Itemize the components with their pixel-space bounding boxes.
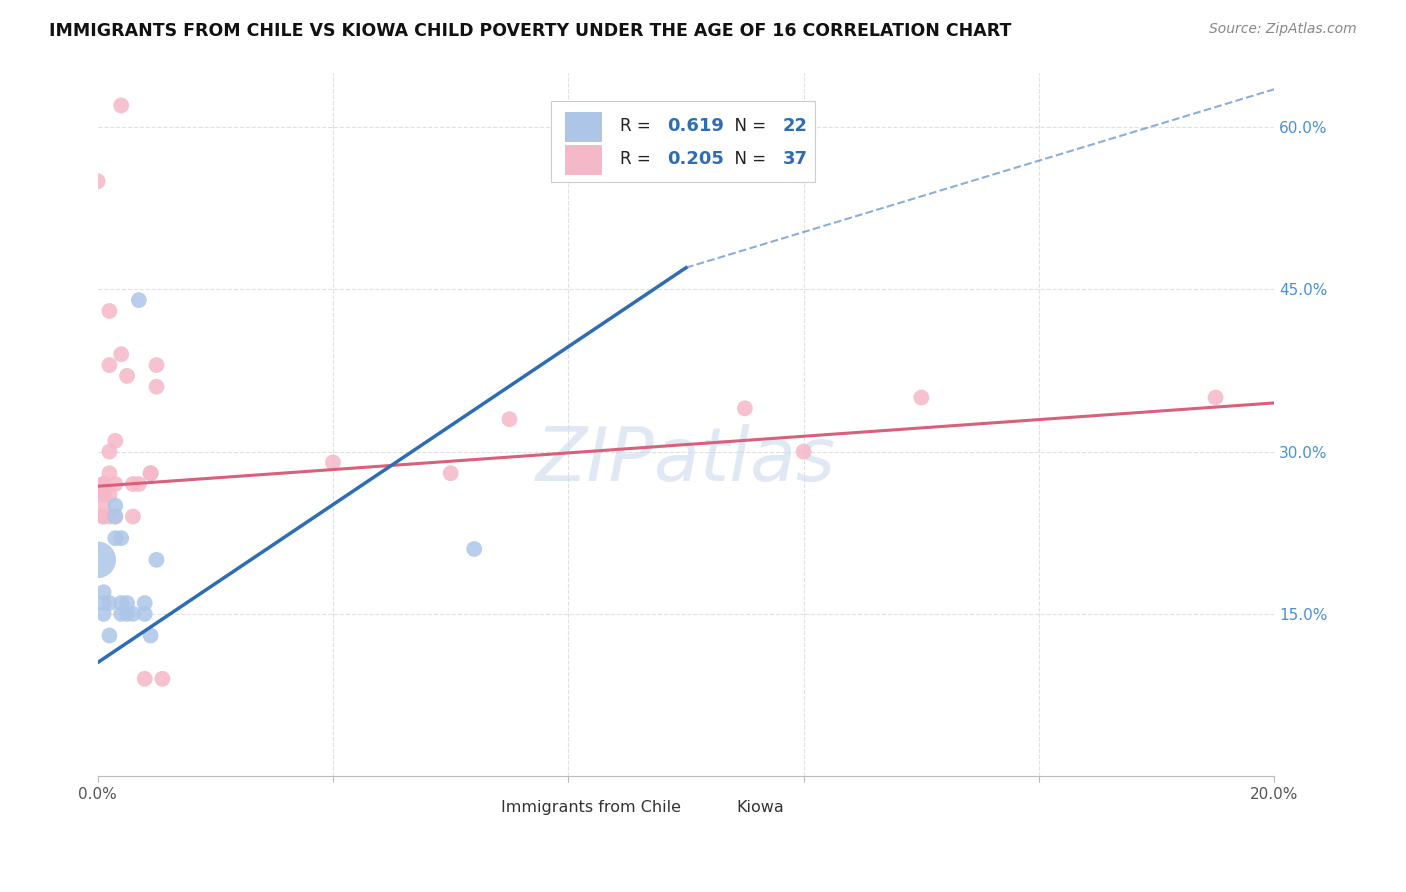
- Point: [115, 368, 138, 383]
- Point: [115, 607, 138, 621]
- FancyBboxPatch shape: [551, 101, 815, 182]
- Point: [93, 509, 115, 524]
- Point: [98, 358, 121, 372]
- Text: N =: N =: [724, 117, 770, 135]
- Text: R =: R =: [620, 150, 657, 168]
- Point: [128, 477, 150, 491]
- FancyBboxPatch shape: [692, 795, 725, 822]
- Text: N =: N =: [724, 150, 770, 168]
- Point: [122, 607, 145, 621]
- Point: [104, 499, 127, 513]
- Point: [150, 672, 173, 686]
- Text: Immigrants from Chile: Immigrants from Chile: [502, 800, 682, 815]
- Point: [98, 509, 121, 524]
- Point: [134, 596, 156, 610]
- Point: [110, 596, 132, 610]
- Point: [322, 455, 344, 469]
- Point: [86, 553, 108, 567]
- Text: 22: 22: [783, 117, 807, 135]
- Point: [440, 467, 463, 481]
- Point: [110, 98, 132, 112]
- Point: [93, 499, 115, 513]
- Point: [139, 467, 162, 481]
- Point: [98, 304, 121, 318]
- Point: [145, 380, 167, 394]
- Text: IMMIGRANTS FROM CHILE VS KIOWA CHILD POVERTY UNDER THE AGE OF 16 CORRELATION CHA: IMMIGRANTS FROM CHILE VS KIOWA CHILD POV…: [49, 22, 1011, 40]
- Point: [104, 531, 127, 545]
- Point: [110, 531, 132, 545]
- Point: [110, 347, 132, 361]
- Point: [1205, 391, 1227, 405]
- Point: [145, 358, 167, 372]
- FancyBboxPatch shape: [457, 795, 489, 822]
- Point: [498, 412, 520, 426]
- Point: [139, 628, 162, 642]
- Text: ZIPatlas: ZIPatlas: [536, 424, 837, 496]
- Point: [463, 541, 485, 556]
- Point: [134, 607, 156, 621]
- Point: [104, 509, 127, 524]
- Text: 0.205: 0.205: [668, 150, 724, 168]
- Point: [134, 672, 156, 686]
- Point: [634, 131, 657, 145]
- Text: Source: ZipAtlas.com: Source: ZipAtlas.com: [1209, 22, 1357, 37]
- Point: [93, 585, 115, 599]
- Point: [122, 509, 145, 524]
- Point: [793, 444, 815, 458]
- Point: [145, 553, 167, 567]
- Text: 37: 37: [783, 150, 807, 168]
- Point: [98, 467, 121, 481]
- Point: [93, 596, 115, 610]
- Point: [122, 477, 145, 491]
- Text: Kiowa: Kiowa: [737, 800, 785, 815]
- Point: [98, 488, 121, 502]
- Point: [104, 434, 127, 448]
- Text: 0.619: 0.619: [668, 117, 724, 135]
- FancyBboxPatch shape: [565, 112, 602, 142]
- Point: [98, 596, 121, 610]
- Point: [93, 477, 115, 491]
- Point: [128, 293, 150, 308]
- Point: [93, 477, 115, 491]
- Point: [98, 628, 121, 642]
- Point: [93, 509, 115, 524]
- Point: [93, 477, 115, 491]
- Point: [734, 401, 756, 416]
- Point: [93, 607, 115, 621]
- Point: [139, 467, 162, 481]
- Point: [115, 596, 138, 610]
- Point: [93, 488, 115, 502]
- Point: [86, 174, 108, 188]
- Point: [910, 391, 932, 405]
- Point: [93, 488, 115, 502]
- Point: [98, 444, 121, 458]
- Point: [104, 477, 127, 491]
- Point: [104, 509, 127, 524]
- FancyBboxPatch shape: [565, 145, 602, 175]
- Text: R =: R =: [620, 117, 657, 135]
- Point: [110, 607, 132, 621]
